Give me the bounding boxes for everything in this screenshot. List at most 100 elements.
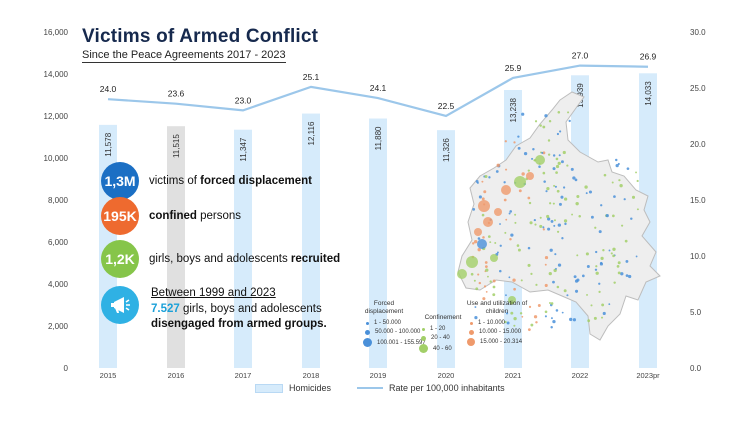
map-point: [555, 157, 559, 161]
stat-displacement: 1,3M victims of forced displacement: [101, 162, 312, 200]
map-point: [535, 283, 538, 286]
map-point: [539, 124, 542, 127]
map-legend-confinement-item: 20 - 40: [418, 335, 468, 341]
map-point: [530, 272, 533, 275]
map-point: [541, 151, 544, 154]
map-point: [555, 267, 557, 270]
map-point: [499, 269, 502, 273]
map-point: [625, 274, 629, 277]
map-legend-children-item: 1 - 10.000: [466, 320, 528, 326]
map-point: [587, 319, 591, 323]
map-point: [537, 304, 541, 307]
map-point: [546, 214, 550, 219]
map-point: [489, 280, 492, 283]
map-point: [542, 125, 546, 129]
map-point: [499, 244, 502, 247]
y-left-tick-label: 2,000: [48, 322, 69, 331]
map-point: [558, 202, 562, 206]
x-tick-label: 2015: [100, 371, 117, 380]
y-left-tick-label: 16,000: [44, 28, 69, 37]
disengaged-children-block: Between 1999 and 2023 7.527 girls, boys …: [101, 286, 327, 332]
bar-value-label: 11,326: [442, 138, 451, 162]
map-point: [513, 324, 516, 327]
y-left-tick-label: 14,000: [44, 70, 69, 79]
map-point: [617, 271, 621, 275]
map-point: [503, 181, 506, 184]
map-point: [625, 259, 629, 263]
map-point: [506, 321, 510, 325]
map-point: [475, 287, 479, 291]
map-point: [544, 315, 547, 318]
map-point: [550, 302, 554, 305]
map-point: [503, 198, 507, 202]
map-marker: [474, 228, 482, 236]
map-point: [590, 215, 594, 219]
map-point: [602, 311, 606, 316]
y-left-tick-label: 10,000: [44, 154, 69, 163]
map-point: [578, 214, 581, 218]
map-point: [635, 255, 638, 258]
y-left-tick-label: 6,000: [48, 238, 69, 247]
map-point: [560, 160, 564, 164]
map-point: [600, 204, 603, 207]
map-point: [574, 289, 579, 293]
rate-value-label: 23.0: [235, 95, 252, 105]
map-point: [553, 184, 556, 187]
map-point: [576, 195, 580, 199]
map-point: [489, 241, 492, 244]
map-point: [588, 190, 592, 194]
rate-value-label: 25.9: [505, 63, 522, 73]
map-point: [600, 261, 603, 265]
map-point: [601, 316, 604, 319]
map-point: [542, 226, 545, 229]
rate-value-label: 24.1: [370, 83, 387, 93]
map-point: [473, 279, 476, 282]
map-point: [552, 202, 555, 205]
x-tick-label: 2018: [303, 371, 320, 380]
map-point: [556, 189, 560, 193]
map-point: [593, 316, 597, 320]
map-point: [560, 195, 564, 199]
y-right-tick-label: 15.0: [690, 196, 706, 205]
map-point: [543, 180, 546, 183]
map-point: [483, 190, 487, 194]
map-point: [481, 180, 484, 183]
map-point: [605, 214, 609, 218]
map-point: [523, 151, 528, 156]
map-point: [563, 219, 568, 223]
map-point: [539, 224, 543, 228]
map-point: [530, 323, 534, 327]
map-point: [571, 213, 574, 216]
y-right-tick-label: 25.0: [690, 84, 706, 93]
map-point: [550, 317, 553, 320]
map-point: [617, 162, 620, 166]
map-point: [570, 167, 574, 171]
y-right-tick-label: 10.0: [690, 252, 706, 261]
x-tick-label: 2022: [572, 371, 589, 380]
map-point: [610, 252, 613, 255]
map-legend-confinement-item: 40 - 60: [418, 344, 468, 353]
map-legend-confinement-item: 1 - 20: [418, 326, 468, 332]
x-tick-label: 2020: [438, 371, 455, 380]
map-point: [504, 231, 507, 234]
map-point: [549, 248, 553, 252]
y-right-tick-label: 5.0: [690, 308, 702, 317]
map-point: [505, 168, 508, 171]
map-point: [539, 216, 542, 219]
map-point: [630, 217, 633, 220]
map-point: [612, 247, 616, 251]
map-point: [542, 171, 546, 175]
map-point: [595, 271, 599, 275]
line-rate: [107, 64, 649, 118]
map-point: [517, 135, 520, 138]
map-point: [504, 140, 507, 143]
map-point: [612, 214, 615, 218]
map-point: [600, 256, 604, 260]
map-point: [484, 265, 488, 268]
map-marker: [483, 217, 493, 227]
map-point: [484, 261, 488, 264]
map-point: [478, 195, 482, 199]
map-point: [628, 274, 632, 279]
